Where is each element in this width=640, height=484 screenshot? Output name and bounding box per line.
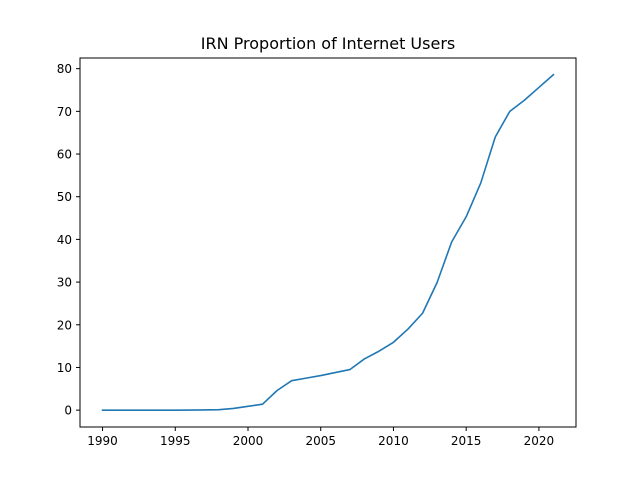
chart-title: IRN Proportion of Internet Users <box>201 34 455 53</box>
y-tick-label: 10 <box>57 361 72 375</box>
y-tick-label: 70 <box>57 105 72 119</box>
y-tick-label: 20 <box>57 318 72 332</box>
x-tick-label: 1995 <box>160 434 191 448</box>
x-tick-label: 1990 <box>87 434 118 448</box>
y-tick-label: 30 <box>57 276 72 290</box>
x-tick-label: 2010 <box>378 434 409 448</box>
y-tick-label: 80 <box>57 62 72 76</box>
series-line <box>101 73 555 411</box>
y-tick-label: 50 <box>57 190 72 204</box>
y-axis-ticks: 0 10 20 30 40 50 60 70 80 <box>57 62 80 418</box>
y-tick-label: 0 <box>64 404 72 418</box>
x-tick-label: 2005 <box>305 434 336 448</box>
x-tick-label: 2000 <box>233 434 264 448</box>
y-tick-label: 40 <box>57 233 72 247</box>
x-tick-label: 2020 <box>524 434 555 448</box>
series-group <box>101 73 555 411</box>
x-tick-label: 2015 <box>451 434 482 448</box>
x-axis-ticks: 1990 1995 2000 2005 2010 2015 2020 <box>87 427 554 448</box>
plot-area-frame <box>79 57 577 428</box>
y-tick-label: 60 <box>57 148 72 162</box>
